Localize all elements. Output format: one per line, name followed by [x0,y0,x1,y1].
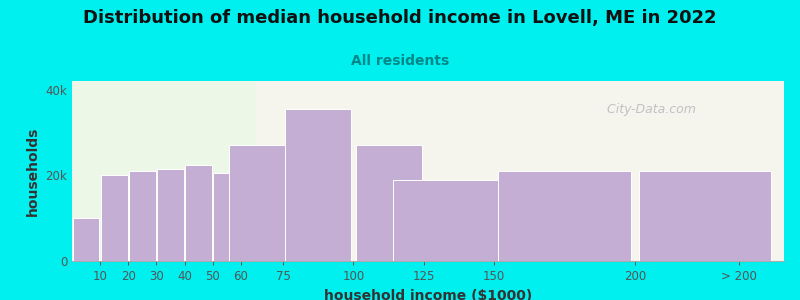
Bar [73,218,99,261]
Y-axis label: households: households [26,126,40,216]
Bar [285,109,351,261]
Bar [498,171,630,261]
Bar [72,81,255,261]
Text: All residents: All residents [351,54,449,68]
X-axis label: household income ($1000): household income ($1000) [324,289,532,300]
Bar [229,145,295,261]
Bar [393,180,525,261]
Bar [355,145,422,261]
Bar [129,171,156,261]
Text: City-Data.com: City-Data.com [599,103,696,116]
Bar [214,173,240,261]
Bar [639,171,771,261]
Bar [157,169,184,261]
Text: Distribution of median household income in Lovell, ME in 2022: Distribution of median household income … [83,9,717,27]
Bar [101,175,127,261]
Bar [186,165,212,261]
